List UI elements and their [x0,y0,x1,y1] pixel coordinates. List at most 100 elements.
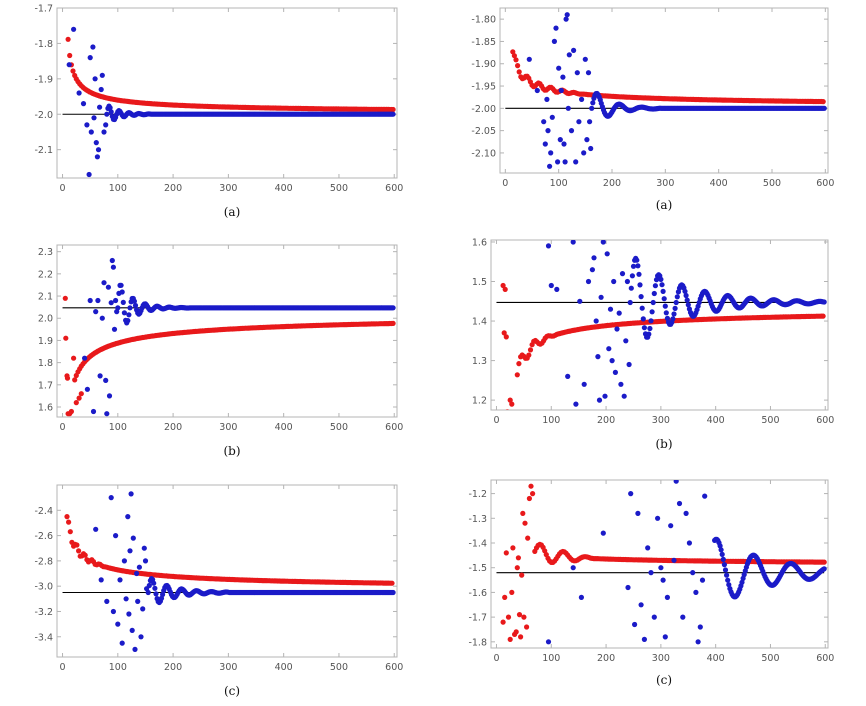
y-tick-label: -3.2 [34,607,53,618]
blue-data-point [547,163,553,169]
blue-data-point [660,288,666,294]
blue-data-point [639,305,645,311]
blue-data-point [121,310,127,316]
red-data-point [518,634,524,640]
blue-data-point [634,257,640,263]
y-tick-label: 1.5 [472,277,487,288]
blue-data-point [120,299,126,305]
x-tick-label: 200 [603,178,621,189]
blue-data-point [722,567,729,573]
x-tick-label: 500 [330,662,348,673]
blue-data-point [142,558,149,564]
blue-data-point [626,361,632,368]
blue-data-point [104,111,110,117]
blue-data-point [565,105,571,111]
x-tick-label: 600 [385,662,403,673]
blue-data-point [390,589,396,596]
x-tick-label: 300 [219,422,237,433]
blue-data-point [80,101,87,107]
x-tick-label: 400 [707,653,725,664]
y-tick-label: 2.1 [38,292,53,303]
red-data-point [526,495,533,502]
panel-caption: (b) [223,444,240,458]
red-data-point [64,514,70,520]
blue-data-point [611,278,617,285]
y-tick-label: -2.10 [471,148,496,159]
blue-data-point [578,594,585,601]
blue-data-point [128,491,134,497]
blue-data-point [641,636,648,643]
blue-data-point [664,594,671,601]
red-data-point [71,355,77,361]
blue-data-point [115,621,121,627]
blue-data-point [651,614,657,620]
red-data-point [505,614,512,620]
blue-data-point [619,271,626,277]
blue-data-point [739,579,745,585]
blue-data-point [565,373,571,379]
blue-data-point [593,318,599,324]
x-tick-label: 0 [493,653,499,664]
blue-data-point [560,74,566,80]
blue-data-point [614,326,620,332]
blue-data-point [693,589,699,596]
y-tick-label: -1.9 [34,74,53,85]
blue-data-point [563,16,569,22]
blue-data-point [628,491,634,497]
blue-data-point [647,325,653,332]
blue-data-point [127,548,133,554]
blue-data-point [581,381,587,387]
panel-caption: (a) [224,205,241,219]
blue-data-point [66,62,72,68]
blue-data-point [718,547,724,553]
blue-data-point [579,96,585,102]
blue-data-point [534,87,540,94]
blue-data-point [638,602,644,608]
blue-data-point [725,577,731,583]
blue-data-point [93,526,99,532]
x-tick-label: 200 [164,662,182,673]
blue-data-point [668,523,674,529]
blue-data-point [680,614,686,620]
y-tick-label: 1.3 [472,356,487,367]
blue-data-point [726,582,732,588]
x-tick-label: 400 [707,415,725,426]
blue-data-point [573,401,579,407]
blue-data-point [585,70,592,76]
blue-data-point [660,577,666,583]
blue-data-point [126,312,132,318]
plot-frame [56,7,398,179]
blue-data-point [97,104,103,110]
blue-data-point [108,300,114,306]
blue-data-point [570,240,576,245]
blue-data-point [151,580,157,586]
y-tick-label: -1.90 [471,59,496,70]
blue-data-point [553,25,559,31]
blue-data-point [566,52,572,58]
blue-data-point [628,285,634,291]
blue-data-point [95,297,101,304]
blue-data-point [98,577,104,583]
y-tick-label: -2.1 [34,145,53,156]
blue-data-point [576,119,582,125]
blue-data-point [115,305,121,311]
y-tick-label: -1.8 [34,39,53,50]
red-data-point [528,483,534,489]
x-tick-label: 200 [164,183,182,194]
blue-data-point [106,393,113,399]
red-data-point [67,52,73,59]
y-tick-label: 1.2 [472,396,487,407]
blue-data-point [588,145,594,152]
red-data-point [501,330,507,336]
blue-data-point [146,582,152,589]
blue-data-point [554,286,560,292]
blue-data-point [638,294,644,300]
x-tick-label: 200 [597,415,615,426]
blue-data-point [119,640,125,646]
blue-data-point [616,310,622,316]
x-tick-label: 300 [219,183,237,194]
red-data-point [519,572,525,578]
x-tick-label: 0 [502,178,508,189]
x-tick-label: 600 [816,415,834,426]
blue-data-point [105,284,111,290]
